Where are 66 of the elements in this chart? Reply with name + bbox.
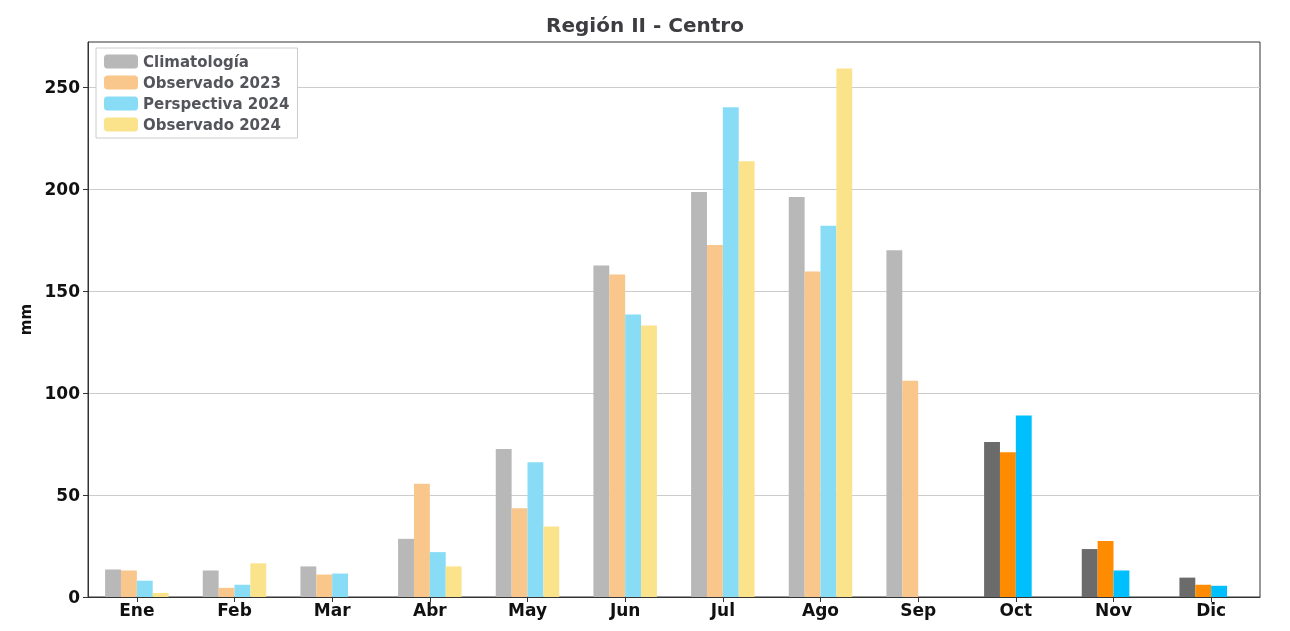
bar [429,552,446,597]
bar [511,508,528,597]
bar [609,274,626,597]
bar [1195,584,1212,597]
x-tick-label: Dic [1196,599,1227,620]
bar [413,483,430,597]
bar [495,449,512,597]
x-tick-label: Ene [119,599,155,620]
y-tick-label: 100 [44,382,81,403]
x-tick-label: Jul [709,599,735,620]
y-tick-label: 250 [44,76,81,97]
bar [836,68,853,597]
bar [202,570,219,597]
bar [722,107,739,597]
bar [641,325,657,597]
x-tick-label: Nov [1095,599,1132,620]
bar [543,526,560,597]
legend-label: Observado 2023 [143,73,281,92]
x-tick-label: Ago [801,599,840,620]
bar [886,250,903,597]
legend-label: Perspectiva 2024 [143,94,290,113]
x-tick-label: Jun [608,599,641,620]
bar [820,225,837,597]
bar [706,245,723,597]
bar [1097,540,1114,597]
legend-label: Climatología [143,52,249,71]
x-tick-label: Sep [900,599,937,620]
bar [1113,570,1130,597]
bar [316,574,333,597]
bar [1015,415,1032,597]
bar [120,570,137,597]
bar [804,271,821,597]
y-tick-label: 0 [68,587,81,607]
bar [218,587,235,597]
bar [300,566,317,597]
legend-label: Observado 2024 [143,115,281,134]
y-tick-label: 150 [44,280,81,301]
chart-title: Región II - Centro [546,13,744,37]
bar [902,380,919,597]
bar [788,197,805,597]
y-axis-title: mm [17,303,36,336]
bar [625,314,642,597]
bar [105,569,121,597]
bar [332,573,349,597]
x-tick-label: Mar [313,599,352,620]
x-tick-label: Feb [217,599,252,620]
x-tick-label: Abr [412,599,448,620]
x-tick-label: Oct [999,599,1033,620]
bar [593,265,610,597]
y-tick-label: 200 [44,178,81,199]
bar [136,580,153,597]
bar [152,592,169,597]
bar [250,563,267,597]
bar [1081,549,1098,597]
bar [1179,577,1196,597]
bar [234,584,251,597]
bar [691,191,707,597]
y-tick-label: 50 [56,484,81,505]
bar [445,566,462,597]
bar [999,452,1016,597]
x-tick-label: May [508,599,547,620]
bar [527,462,544,597]
bar [1211,585,1228,597]
bar [398,538,414,597]
bar [984,441,1000,597]
bar [738,161,755,597]
